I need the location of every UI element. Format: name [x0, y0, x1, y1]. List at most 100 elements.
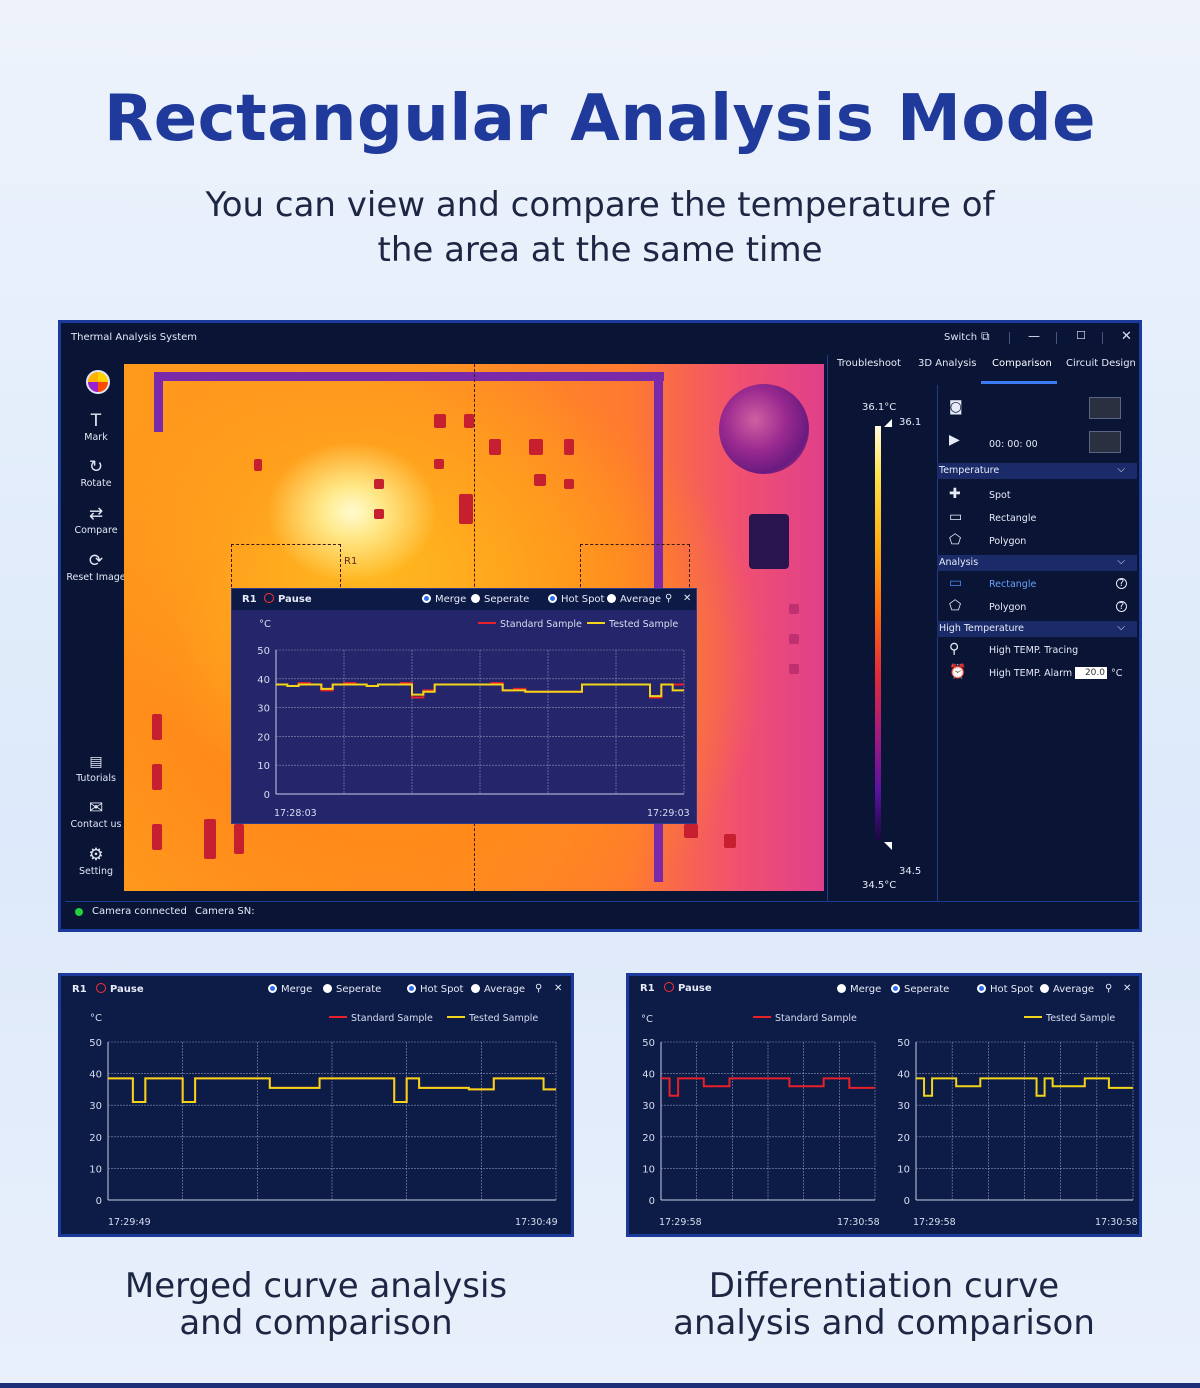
sidebar-item-setting[interactable]: ⚙ Setting [65, 845, 127, 877]
reset-icon: ⟳ [88, 551, 104, 571]
close-icon[interactable]: ✕ [683, 593, 692, 604]
pcb-trace [154, 372, 664, 381]
section-analysis[interactable]: Analysis ⌵ [937, 555, 1137, 571]
section-high-temperature[interactable]: High Temperature ⌵ [937, 621, 1137, 637]
radio-icon [1040, 984, 1049, 993]
tab-3d-analysis[interactable]: 3D Analysis [918, 358, 977, 369]
pause-button[interactable]: Pause [96, 983, 144, 995]
radio-icon [471, 984, 480, 993]
merge-radio[interactable]: Merge [268, 984, 312, 995]
average-radio[interactable]: Average [471, 984, 525, 995]
pause-icon [664, 982, 674, 992]
seperate-radio[interactable]: Seperate [891, 984, 949, 995]
section-temperature[interactable]: Temperature ⌵ [937, 463, 1137, 479]
recording-preview[interactable] [1089, 431, 1121, 453]
panel-divider [937, 385, 938, 901]
unit-label: °C [259, 619, 271, 630]
help-icon[interactable]: ? [1116, 578, 1127, 589]
radio-icon [891, 984, 900, 993]
minimize-icon[interactable]: — [1028, 329, 1040, 343]
close-icon[interactable]: ✕ [554, 983, 563, 994]
sidebar-item-reset-image[interactable]: ⟳ Reset Image [66, 551, 126, 583]
chip-component [749, 514, 789, 569]
legend-tested: Tested Sample [587, 619, 678, 630]
analysis-item-polygon[interactable]: Polygon [989, 602, 1027, 613]
record-icon[interactable]: ▶ [949, 432, 960, 448]
radio-icon [407, 984, 416, 993]
average-radio[interactable]: Average [1040, 984, 1094, 995]
legend-swatch [753, 1016, 771, 1018]
chart-toolbar: R1 Pause Merge Seperate Hot Spot Average… [232, 589, 696, 610]
camera-icon[interactable]: ◙ [949, 399, 963, 415]
pcb-component [152, 764, 162, 790]
mail-icon: ✉ [88, 798, 104, 818]
hotspot-radio[interactable]: Hot Spot [407, 984, 463, 995]
scale-max-marker[interactable] [884, 419, 892, 427]
sidebar-item-mark[interactable]: T Mark [65, 411, 127, 443]
thermal-image[interactable]: R1 R1 Pause Merge Seperate Hot Spot Aver… [124, 364, 824, 891]
tab-comparison[interactable]: Comparison [992, 358, 1052, 369]
y-tick-label: 0 [649, 1196, 655, 1207]
y-tick-label: 30 [897, 1101, 910, 1112]
switch-icon[interactable]: ⧉ [981, 329, 990, 343]
temp-item-spot[interactable]: Spot [989, 490, 1011, 501]
temp-item-rectangle[interactable]: Rectangle [989, 513, 1037, 524]
scale-min-marker[interactable] [884, 842, 892, 850]
pause-button[interactable]: Pause [664, 982, 712, 994]
pcb-component [254, 459, 262, 471]
high-temp-alarm[interactable]: High TEMP. Alarm [989, 668, 1073, 679]
series-line [276, 683, 684, 698]
legend-swatch [587, 622, 605, 624]
alarm-value-input[interactable]: 20.0 [1075, 667, 1107, 679]
snapshot-preview[interactable] [1089, 397, 1121, 419]
merge-radio[interactable]: Merge [837, 984, 881, 995]
caption-merged-1: Merged curve analysis [124, 1266, 508, 1306]
x-start-time: 17:29:58 [659, 1217, 702, 1228]
analysis-item-rectangle[interactable]: Rectangle [989, 579, 1037, 590]
sidebar-item-contact[interactable]: ✉ Contact us [65, 798, 127, 830]
seperate-radio[interactable]: Seperate [323, 984, 381, 995]
pause-button[interactable]: Pause [264, 593, 312, 605]
switch-button[interactable]: Switch [944, 332, 978, 343]
sidebar-item-tutorials[interactable]: ▤ Tutorials [65, 752, 127, 784]
legend-standard: Standard Sample [329, 1013, 433, 1024]
help-icon[interactable]: ? [1116, 601, 1127, 612]
compare-icon: ⇄ [88, 504, 104, 524]
roi-rectangle-r2[interactable] [580, 544, 690, 592]
panel-divider [827, 355, 828, 901]
merge-radio[interactable]: Merge [422, 594, 466, 605]
radio-icon [607, 594, 616, 603]
temp-item-polygon[interactable]: Polygon [989, 536, 1027, 547]
capacitor-hotspot [719, 384, 809, 474]
y-tick-label: 20 [257, 732, 270, 743]
pcb-component [204, 819, 216, 859]
average-radio[interactable]: Average [607, 594, 661, 605]
high-temp-tracing[interactable]: High TEMP. Tracing [989, 645, 1079, 656]
sidebar-item-compare[interactable]: ⇄ Compare [65, 504, 127, 536]
seperate-radio[interactable]: Seperate [471, 594, 529, 605]
hotspot-radio[interactable]: Hot Spot [977, 984, 1033, 995]
series-line [916, 1077, 1133, 1097]
tab-circuit-design[interactable]: Circuit Design [1066, 358, 1136, 369]
x-end-time: 17:30:49 [515, 1217, 558, 1228]
page-subline-2: the area at the same time [377, 230, 823, 270]
connection-status-icon [75, 908, 83, 916]
radio-icon [977, 984, 986, 993]
hotspot-radio[interactable]: Hot Spot [548, 594, 604, 605]
caption-merged-2: and comparison [179, 1303, 453, 1343]
pin-icon[interactable]: ⚲ [535, 983, 543, 994]
scale-min-label: 34.5°C [862, 880, 897, 891]
roi-rectangle-r1[interactable] [231, 544, 341, 592]
series-line [108, 1077, 556, 1104]
pin-icon[interactable]: ⚲ [665, 593, 673, 604]
close-icon[interactable]: ✕ [1121, 329, 1132, 344]
overlay-chart-panel: R1 Pause Merge Seperate Hot Spot Average… [231, 588, 697, 824]
y-tick-label: 40 [89, 1070, 102, 1081]
tab-troubleshoot[interactable]: Troubleshoot [837, 358, 901, 369]
sidebar-item-rotate[interactable]: ↻ Rotate [65, 457, 127, 489]
radio-icon [268, 984, 277, 993]
temperature-chart: 50 40 30 20 10 0 [61, 976, 571, 1234]
close-icon[interactable]: ✕ [1123, 983, 1132, 994]
maximize-icon[interactable]: ☐ [1076, 329, 1086, 342]
pin-icon[interactable]: ⚲ [1105, 983, 1113, 994]
